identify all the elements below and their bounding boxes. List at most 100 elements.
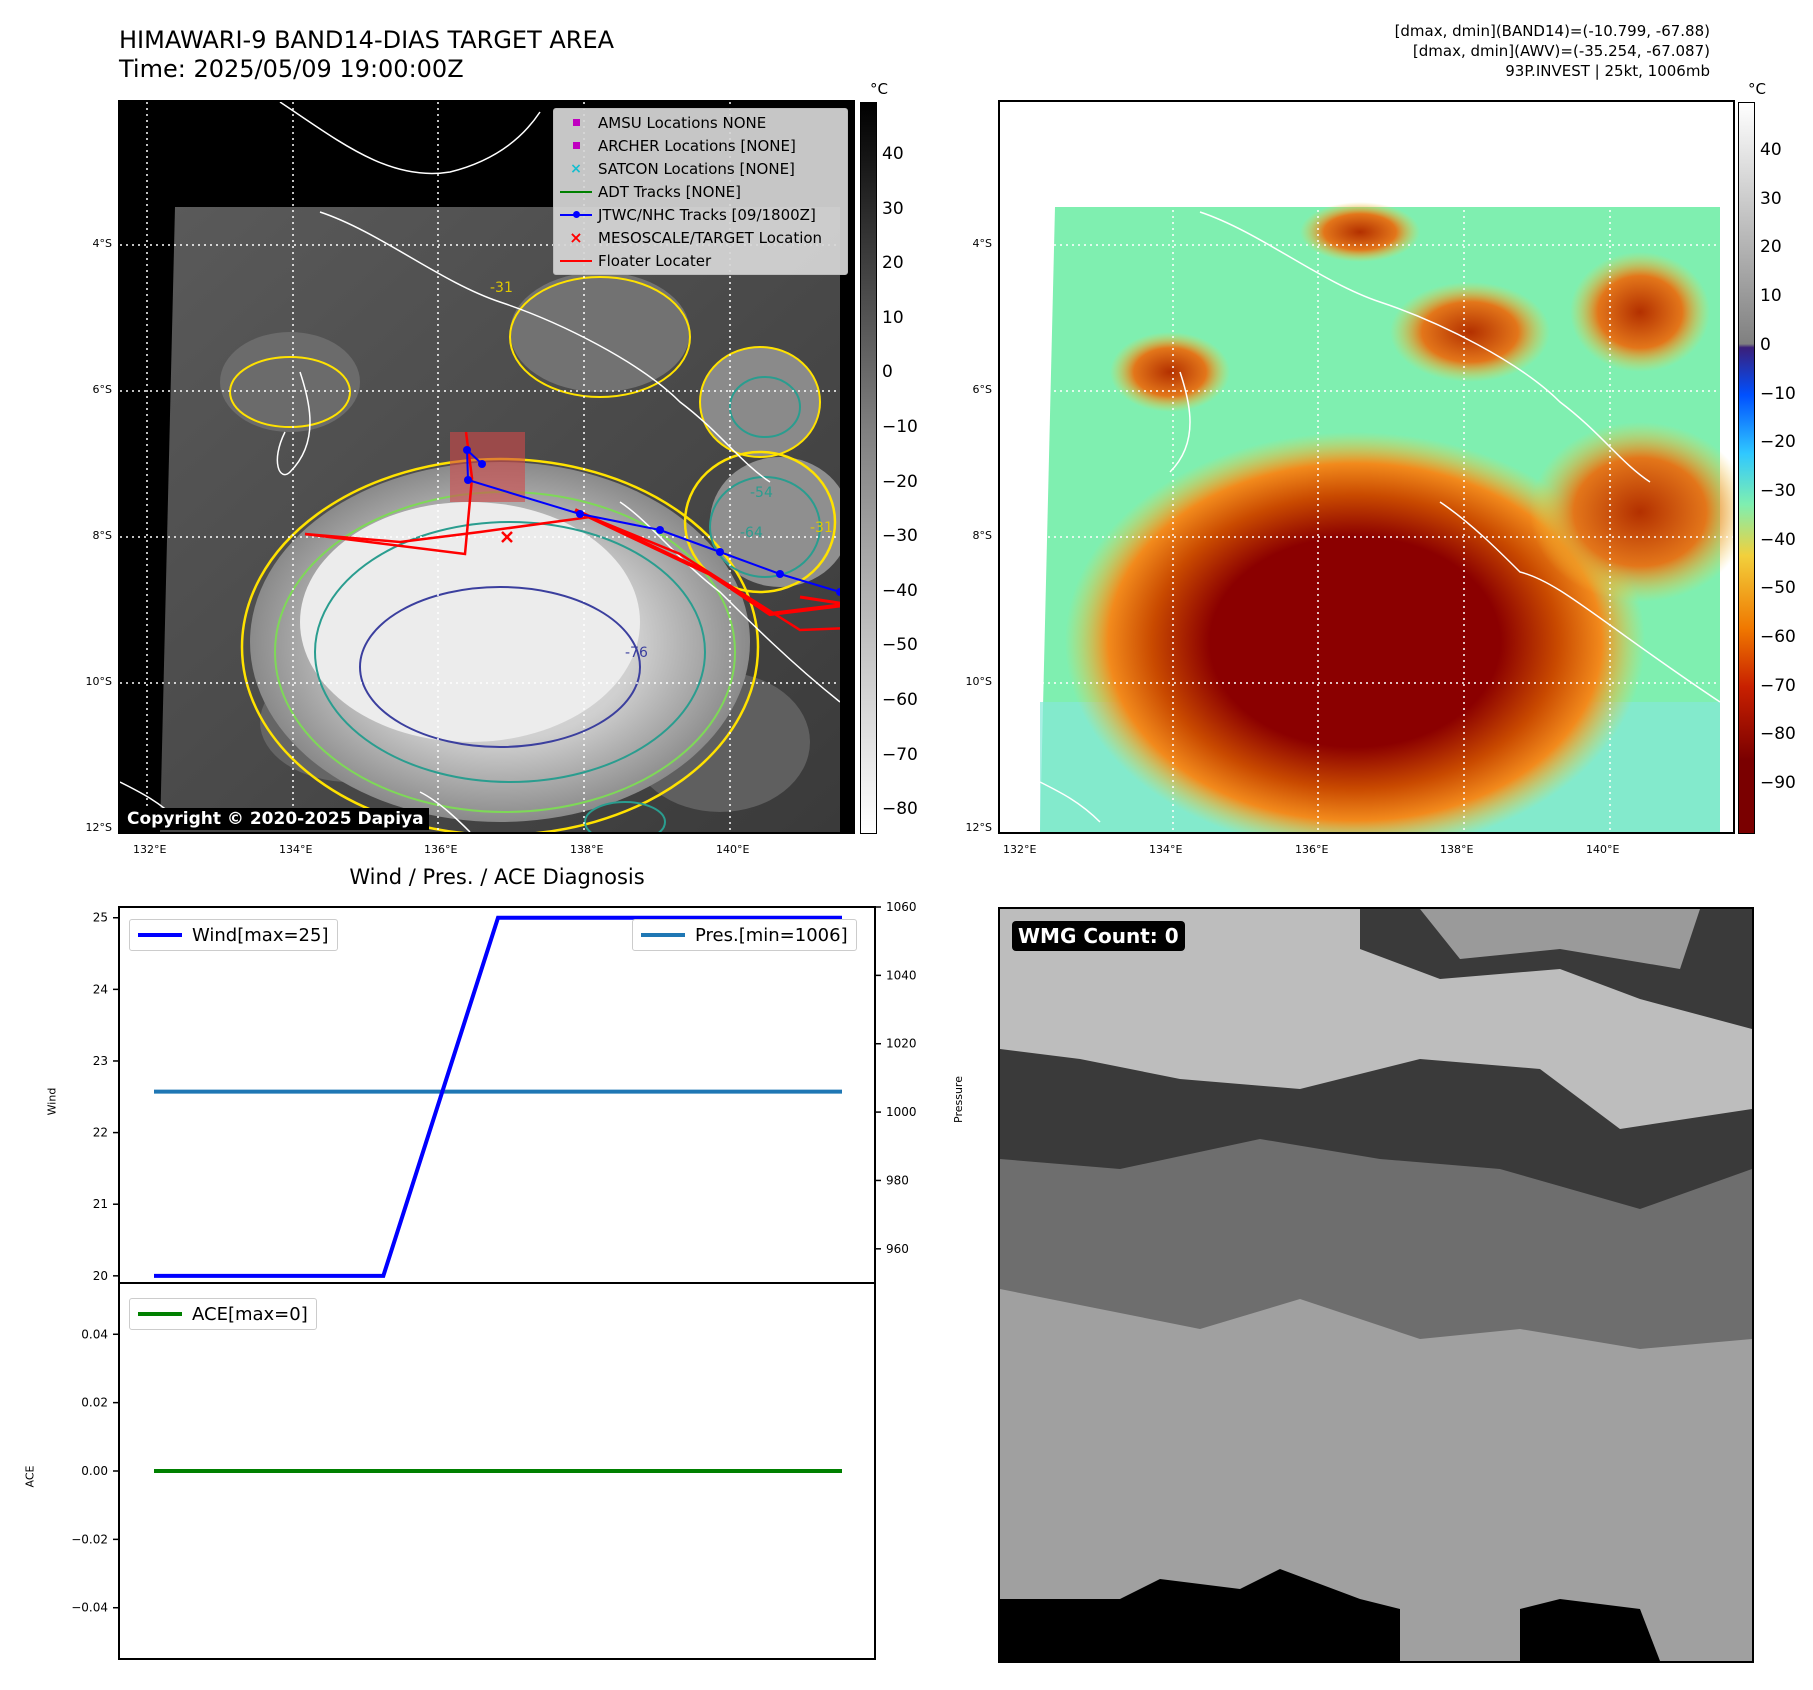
wind-legend: Wind[max=25] bbox=[129, 919, 338, 951]
colorbar-left bbox=[860, 102, 877, 834]
contour-label: -31 bbox=[810, 520, 833, 536]
ir-map-canvas: -31 -54 -64 -76 -31 bbox=[120, 102, 853, 832]
colorbar-tick: −10 bbox=[882, 417, 918, 437]
wind-axes-frame bbox=[118, 906, 876, 1284]
colorbar-tick: −50 bbox=[882, 635, 918, 656]
wind-axis-label: Wind bbox=[45, 1087, 59, 1116]
legend-archer: ARCHER Locations [NONE] bbox=[554, 134, 847, 157]
ace-legend: ACE[max=0] bbox=[129, 1298, 317, 1330]
diagnosis-chart: 25 24 23 22 21 20 1060 1040 1020 1000 980 960 0.04 0.… bbox=[71, 900, 917, 1660]
colorbar-tick: 20 bbox=[882, 253, 904, 274]
awv-map-panel bbox=[998, 100, 1735, 834]
diagnosis-title: Wind / Pres. / ACE Diagnosis bbox=[349, 865, 645, 889]
lat-tick: 12°S bbox=[85, 821, 112, 834]
contour-label: -54 bbox=[750, 485, 773, 501]
lon-tick: 138°E bbox=[570, 843, 604, 856]
legend-satcon: × SATCON Locations [NONE] bbox=[570, 159, 795, 178]
pressure-legend: Pres.[min=1006] bbox=[632, 919, 857, 951]
legend-mesoscale: × MESOSCALE/TARGET Location bbox=[569, 228, 823, 247]
colorbar-tick: 10 bbox=[1760, 286, 1782, 307]
colorbar-tick: 30 bbox=[1760, 188, 1782, 209]
lat-tick: 8°S bbox=[972, 529, 992, 542]
colorbar-tick: −10 bbox=[1760, 383, 1796, 404]
wmg-canvas bbox=[1000, 909, 1752, 1661]
legend-jtwc: JTWC/NHC Tracks [09/1800Z] bbox=[554, 203, 847, 226]
ace-tick-label: 0.00 bbox=[81, 1464, 108, 1478]
pressure-tick-label: 1000 bbox=[886, 1105, 917, 1119]
ace-tick-label: −0.04 bbox=[71, 1601, 108, 1615]
colorbar-tick: −70 bbox=[1760, 675, 1796, 696]
contour-label: -64 bbox=[740, 525, 763, 541]
wind-tick-label: 25 bbox=[93, 911, 108, 925]
target-location-marker bbox=[501, 531, 513, 543]
lat-tick: 4°S bbox=[92, 237, 112, 250]
wind-tick-label: 20 bbox=[93, 1269, 108, 1283]
colorbar-tick: −80 bbox=[882, 799, 918, 820]
wmg-count-label: WMG Count: 0 bbox=[1012, 921, 1185, 951]
colorbar-tick: −80 bbox=[1760, 724, 1796, 745]
pressure-tick-label: 960 bbox=[886, 1242, 909, 1256]
storm-info: 93P.INVEST | 25kt, 1006mb bbox=[1505, 62, 1710, 80]
lon-tick: 136°E bbox=[1295, 843, 1329, 856]
colorbar-tick: −60 bbox=[882, 690, 918, 710]
colorbar-left-unit: °C bbox=[870, 80, 888, 98]
plot-title: HIMAWARI-9 BAND14-DIAS TARGET AREA bbox=[119, 26, 615, 54]
colorbar-tick: −20 bbox=[882, 471, 918, 492]
colorbar-tick: 10 bbox=[882, 307, 904, 328]
colorbar-tick: −30 bbox=[1760, 480, 1796, 501]
legend-amsu: AMSU Locations NONE bbox=[554, 111, 847, 134]
lon-tick: 140°E bbox=[1586, 843, 1620, 856]
wind-tick-label: 22 bbox=[93, 1126, 108, 1140]
wind-tick-label: 24 bbox=[93, 982, 108, 996]
copyright-label: Copyright © 2020-2025 Dapiya bbox=[122, 808, 429, 830]
colorbar-tick: −50 bbox=[1760, 578, 1796, 599]
lon-tick: 136°E bbox=[424, 843, 458, 856]
colorbar-tick: 0 bbox=[882, 362, 893, 383]
legend-floater: Floater Locater bbox=[554, 249, 847, 272]
colorbar-right bbox=[1738, 102, 1755, 834]
colorbar-tick: 40 bbox=[882, 144, 904, 164]
lon-tick: 132°E bbox=[133, 843, 167, 856]
lat-tick: 10°S bbox=[965, 675, 992, 688]
wind-tick-label: 21 bbox=[93, 1197, 108, 1211]
ace-tick-label: −0.02 bbox=[71, 1532, 108, 1546]
band14-range: [dmax, dmin](BAND14)=(-10.799, -67.88) bbox=[1394, 22, 1710, 40]
colorbar-right-unit: °C bbox=[1748, 80, 1766, 98]
awv-range: [dmax, dmin](AWV)=(-35.254, -67.087) bbox=[1412, 42, 1710, 60]
pressure-axis-label: Pressure bbox=[951, 1076, 965, 1123]
ace-tick-label: 0.02 bbox=[81, 1396, 108, 1410]
colorbar-tick: 40 bbox=[1760, 140, 1782, 160]
plot-time: Time: 2025/05/09 19:00:00Z bbox=[119, 55, 464, 83]
pressure-tick-label: 980 bbox=[886, 1173, 909, 1187]
colorbar-tick: −90 bbox=[1760, 773, 1796, 794]
lat-tick: 12°S bbox=[965, 821, 992, 834]
lon-tick: 140°E bbox=[716, 843, 750, 856]
pressure-tick-label: 1040 bbox=[886, 968, 917, 982]
awv-map-canvas bbox=[1000, 102, 1733, 832]
colorbar-tick: −20 bbox=[1760, 432, 1796, 453]
lat-tick: 6°S bbox=[972, 383, 992, 396]
colorbar-tick: 0 bbox=[1760, 334, 1771, 355]
ace-tick-label: 0.04 bbox=[81, 1327, 108, 1341]
pressure-tick-label: 1020 bbox=[886, 1037, 917, 1051]
colorbar-tick: −70 bbox=[882, 744, 918, 765]
colorbar-tick: −30 bbox=[882, 526, 918, 547]
wind-line bbox=[154, 915, 842, 1278]
colorbar-tick: 20 bbox=[1760, 237, 1782, 258]
lat-tick: 4°S bbox=[972, 237, 992, 250]
lon-tick: 132°E bbox=[1003, 843, 1037, 856]
legend-adt: ADT Tracks [NONE] bbox=[554, 180, 847, 203]
ace-axis-label: ACE bbox=[23, 1465, 37, 1488]
wind-tick-label: 23 bbox=[93, 1054, 108, 1068]
wmg-panel: WMG Count: 0 bbox=[998, 907, 1754, 1663]
lat-tick: 8°S bbox=[92, 529, 112, 542]
lat-tick: 6°S bbox=[92, 383, 112, 396]
contour-label: -76 bbox=[625, 645, 648, 661]
colorbar-tick: −40 bbox=[1760, 529, 1796, 550]
pressure-tick-label: 1060 bbox=[886, 900, 917, 914]
contour-label: -31 bbox=[490, 280, 513, 296]
lon-tick: 138°E bbox=[1440, 843, 1474, 856]
map-legend: AMSU Locations NONE ARCHER Locations [NO… bbox=[553, 108, 848, 275]
lon-tick: 134°E bbox=[279, 843, 313, 856]
lon-tick: 134°E bbox=[1149, 843, 1183, 856]
